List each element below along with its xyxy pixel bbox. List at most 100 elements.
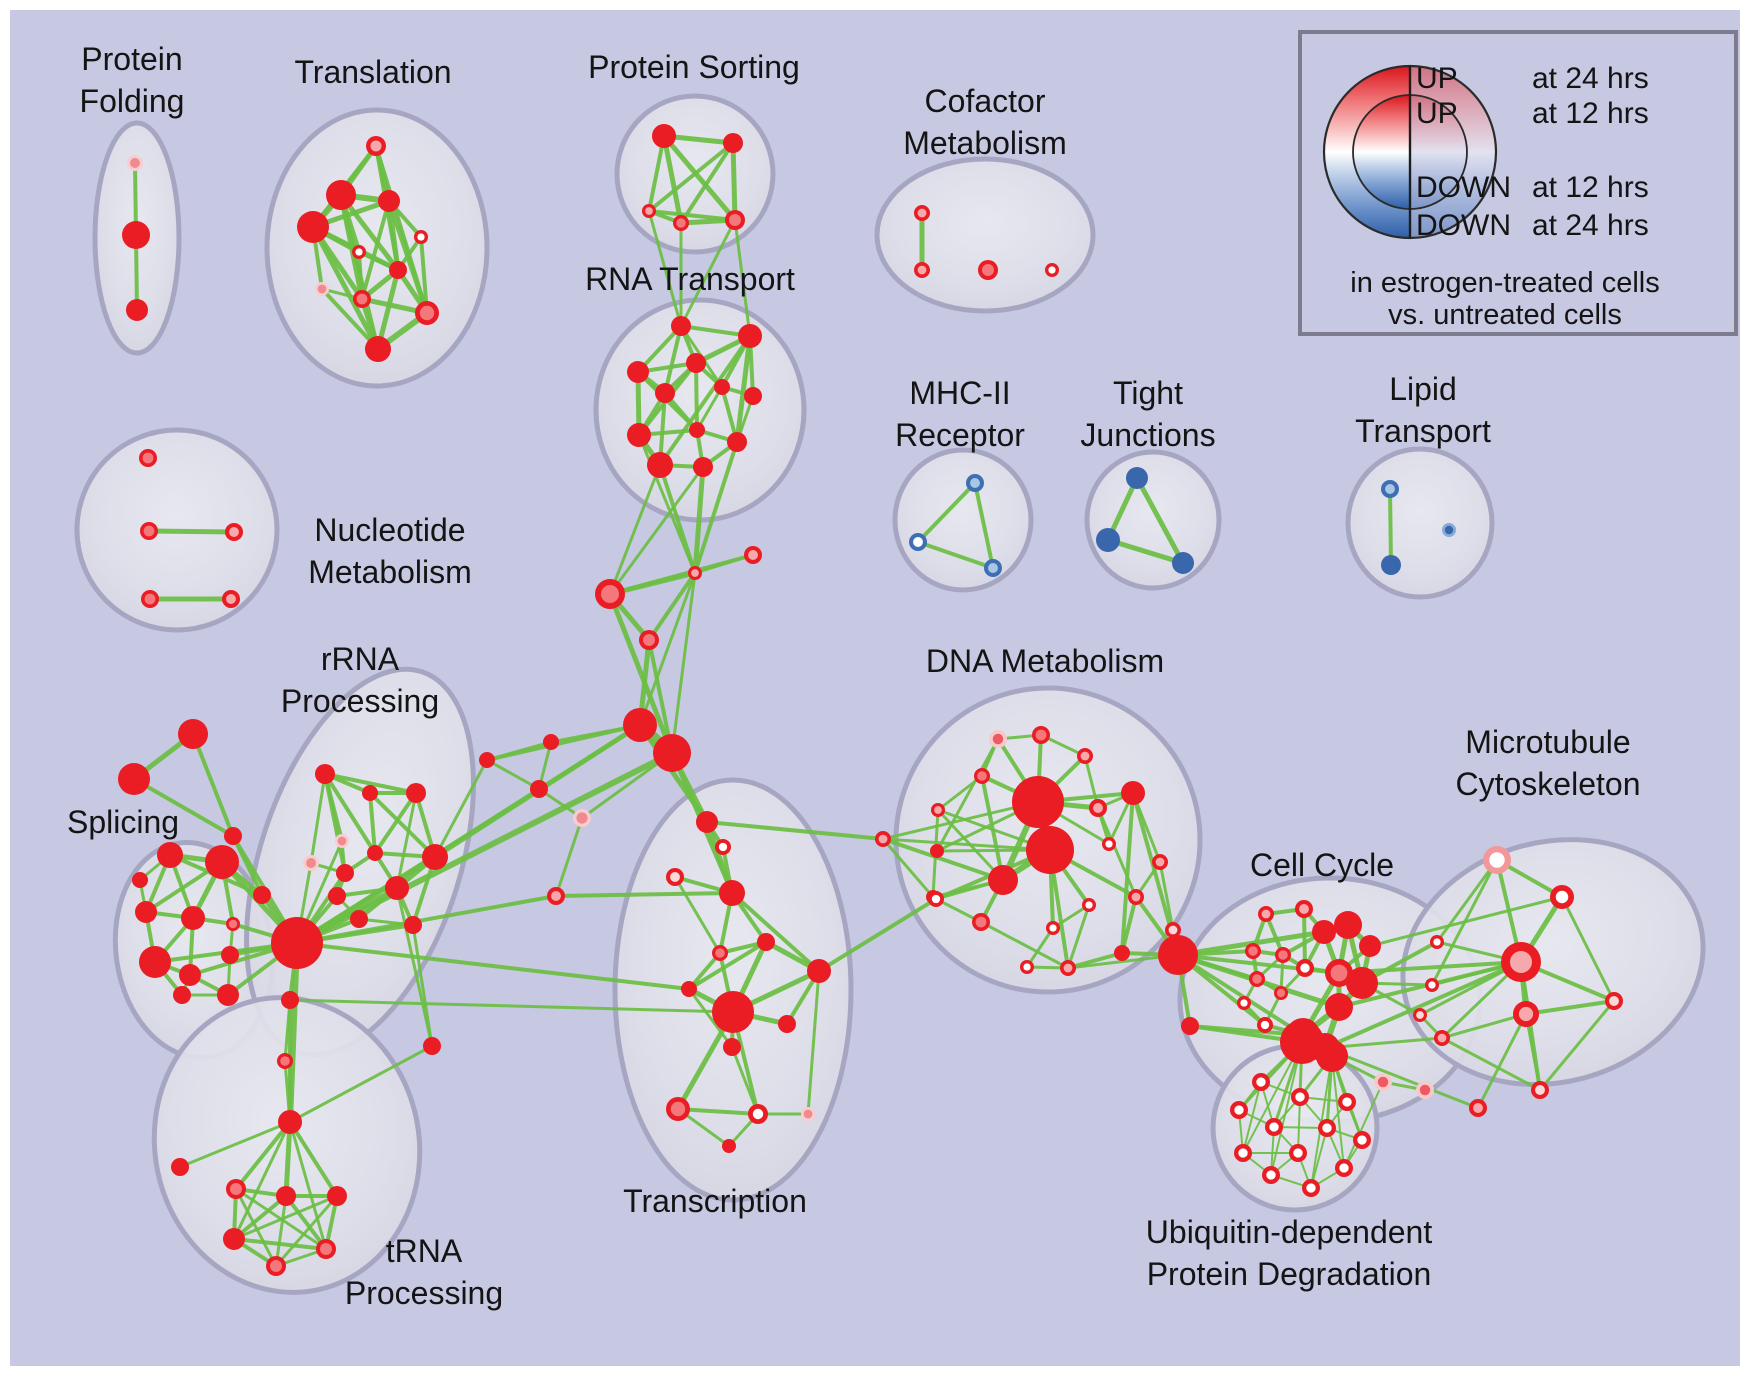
network-node-179[interactable]: [1262, 1166, 1280, 1184]
network-node-89[interactable]: [666, 868, 684, 886]
network-node-130[interactable]: [1114, 945, 1130, 961]
node-dot[interactable]: [1346, 967, 1378, 999]
node-dot[interactable]: [205, 845, 239, 879]
network-node-180[interactable]: [1335, 1159, 1353, 1177]
node-dot[interactable]: [224, 827, 242, 845]
node-dot[interactable]: [139, 946, 171, 978]
node-dot[interactable]: [723, 133, 743, 153]
network-node-137[interactable]: [693, 457, 713, 477]
network-node-55[interactable]: [226, 917, 240, 931]
network-node-37[interactable]: [1126, 467, 1148, 489]
node-dot[interactable]: [132, 872, 148, 888]
network-node-20[interactable]: [738, 324, 762, 348]
node-dot[interactable]: [712, 991, 754, 1033]
network-node-171[interactable]: [1291, 1088, 1309, 1106]
network-node-24[interactable]: [655, 383, 675, 403]
network-node-6[interactable]: [297, 211, 329, 243]
network-node-63[interactable]: [315, 764, 335, 784]
network-node-80[interactable]: [226, 1179, 246, 1199]
node-dot[interactable]: [1334, 911, 1362, 939]
network-node-61[interactable]: [217, 984, 239, 1006]
network-node-31[interactable]: [914, 262, 930, 278]
network-node-40[interactable]: [1381, 480, 1399, 498]
node-dot[interactable]: [1181, 1017, 1199, 1035]
network-node-22[interactable]: [686, 353, 706, 373]
network-node-169[interactable]: [1316, 1040, 1348, 1072]
network-node-106[interactable]: [639, 630, 659, 650]
network-node-146[interactable]: [1296, 959, 1314, 977]
node-dot[interactable]: [530, 780, 548, 798]
node-dot[interactable]: [118, 763, 150, 795]
network-node-91[interactable]: [547, 887, 565, 905]
node-dot[interactable]: [778, 1015, 796, 1033]
network-node-109[interactable]: [543, 734, 559, 750]
node-dot[interactable]: [627, 423, 651, 447]
network-node-119[interactable]: [1089, 799, 1107, 817]
network-node-79[interactable]: [171, 1158, 189, 1176]
network-node-116[interactable]: [974, 768, 990, 784]
network-node-132[interactable]: [1060, 960, 1076, 976]
network-node-170[interactable]: [1252, 1073, 1270, 1091]
network-node-11[interactable]: [353, 290, 371, 308]
network-node-111[interactable]: [573, 809, 591, 827]
network-node-153[interactable]: [1325, 993, 1353, 1021]
network-node-66[interactable]: [335, 834, 349, 848]
network-node-129[interactable]: [1046, 921, 1060, 935]
node-dot[interactable]: [807, 959, 831, 983]
network-node-57[interactable]: [139, 946, 171, 978]
node-dot[interactable]: [681, 981, 697, 997]
network-node-88[interactable]: [715, 839, 731, 855]
network-node-68[interactable]: [336, 864, 354, 882]
node-dot[interactable]: [671, 316, 691, 336]
network-node-26[interactable]: [627, 423, 651, 447]
network-node-118[interactable]: [1121, 781, 1145, 805]
network-node-157[interactable]: [1483, 846, 1511, 874]
network-node-62[interactable]: [132, 872, 148, 888]
network-node-135[interactable]: [928, 891, 944, 907]
network-node-136[interactable]: [1165, 922, 1181, 938]
network-node-140[interactable]: [1295, 900, 1313, 918]
node-dot[interactable]: [378, 190, 400, 212]
network-node-101[interactable]: [801, 1107, 815, 1121]
network-node-151[interactable]: [1237, 996, 1251, 1010]
node-dot[interactable]: [1381, 555, 1401, 575]
node-dot[interactable]: [686, 353, 706, 373]
network-node-103[interactable]: [688, 566, 702, 580]
network-node-45[interactable]: [225, 523, 243, 541]
network-node-32[interactable]: [978, 260, 998, 280]
network-node-7[interactable]: [414, 230, 428, 244]
network-node-120[interactable]: [1012, 776, 1064, 828]
network-node-72[interactable]: [328, 887, 346, 905]
network-node-64[interactable]: [362, 785, 378, 801]
node-dot[interactable]: [179, 964, 201, 986]
node-dot[interactable]: [757, 933, 775, 951]
network-node-54[interactable]: [181, 906, 205, 930]
network-node-125[interactable]: [1128, 889, 1144, 905]
network-node-8[interactable]: [352, 245, 366, 259]
node-dot[interactable]: [278, 1110, 302, 1134]
node-dot[interactable]: [1280, 1020, 1324, 1064]
cluster-transcription[interactable]: [612, 777, 854, 1203]
node-dot[interactable]: [223, 1228, 245, 1250]
network-node-30[interactable]: [914, 205, 930, 221]
network-node-150[interactable]: [1274, 986, 1288, 1000]
node-dot[interactable]: [653, 734, 691, 772]
network-node-160[interactable]: [1501, 942, 1541, 982]
network-node-21[interactable]: [627, 361, 649, 383]
node-dot[interactable]: [404, 916, 422, 934]
node-dot[interactable]: [178, 719, 208, 749]
network-node-38[interactable]: [1096, 528, 1120, 552]
node-dot[interactable]: [1316, 1040, 1348, 1072]
node-dot[interactable]: [126, 299, 148, 321]
network-node-18[interactable]: [725, 210, 745, 230]
node-dot[interactable]: [315, 764, 335, 784]
network-node-58[interactable]: [179, 964, 201, 986]
network-node-92[interactable]: [712, 945, 728, 961]
network-node-152[interactable]: [1257, 1017, 1273, 1033]
network-node-86[interactable]: [423, 1037, 441, 1055]
node-dot[interactable]: [1325, 993, 1353, 1021]
network-node-2[interactable]: [126, 299, 148, 321]
network-node-144[interactable]: [1245, 943, 1261, 959]
cluster-mhc-ii-receptor[interactable]: [892, 447, 1034, 593]
network-node-33[interactable]: [1045, 263, 1059, 277]
